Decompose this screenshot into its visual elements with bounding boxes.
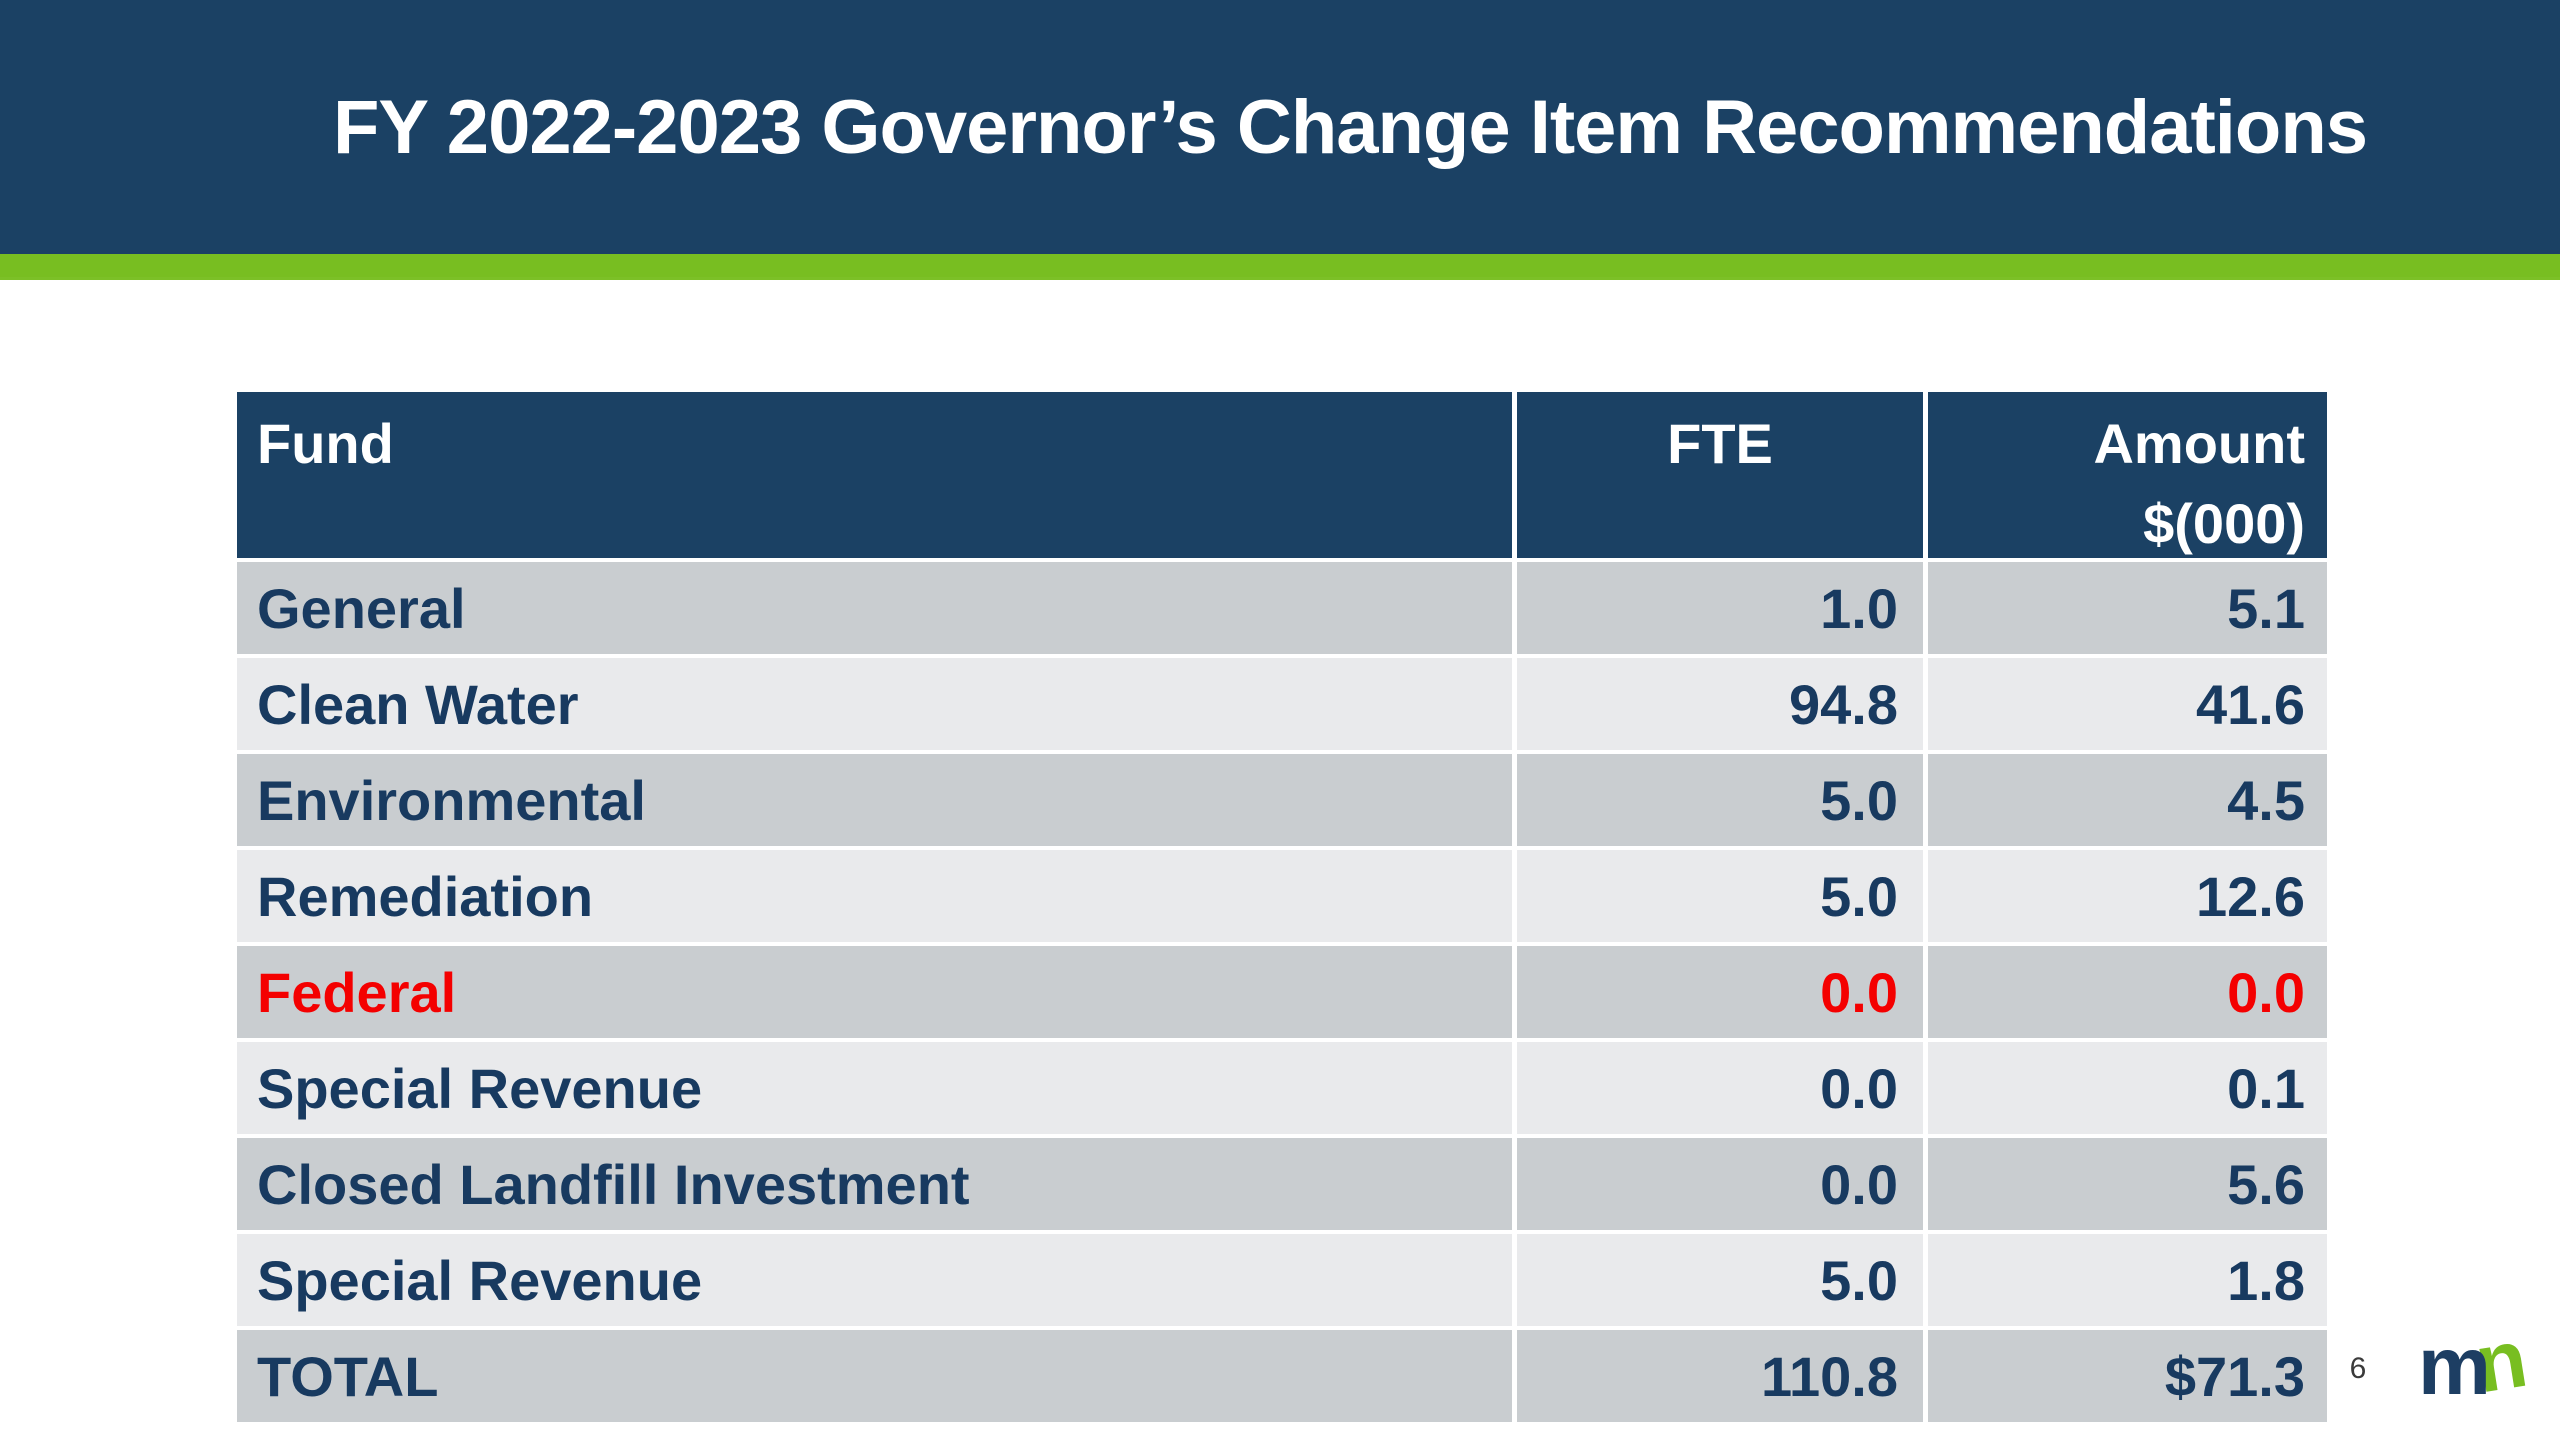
row-special-revenue-1-fte: 0.0 bbox=[1517, 1042, 1923, 1134]
mn-logo-letter-m: m bbox=[2418, 1321, 2491, 1412]
green-accent-stripe bbox=[0, 254, 2560, 280]
page-number: 6 bbox=[2349, 1352, 2367, 1385]
row-special-revenue-2-fund: Special Revenue bbox=[237, 1234, 1512, 1326]
column-header-amount: Amount $(000) bbox=[1928, 392, 2327, 558]
row-federal-fund: Federal bbox=[237, 946, 1512, 1038]
row-environmental-fte: 5.0 bbox=[1517, 754, 1923, 846]
row-closed-landfill-fte: 0.0 bbox=[1517, 1138, 1923, 1230]
funds-table: Fund FTE Amount $(000) General 1.0 5.1 C… bbox=[237, 392, 2327, 1422]
row-total-fund: TOTAL bbox=[237, 1330, 1512, 1422]
row-federal-amount: 0.0 bbox=[1928, 946, 2327, 1038]
row-general-fund: General bbox=[237, 562, 1512, 654]
row-clean-water-fund: Clean Water bbox=[237, 658, 1512, 750]
row-closed-landfill-amount: 5.6 bbox=[1928, 1138, 2327, 1230]
row-general-amount: 5.1 bbox=[1928, 562, 2327, 654]
column-header-amount-sublabel: $(000) bbox=[2143, 492, 2305, 555]
row-remediation-amount: 12.6 bbox=[1928, 850, 2327, 942]
column-header-amount-label: Amount bbox=[2093, 412, 2305, 475]
row-clean-water-amount: 41.6 bbox=[1928, 658, 2327, 750]
slide-title: FY 2022-2023 Governor’s Change Item Reco… bbox=[332, 84, 2368, 170]
row-remediation-fte: 5.0 bbox=[1517, 850, 1923, 942]
row-special-revenue-1-fund: Special Revenue bbox=[237, 1042, 1512, 1134]
row-general-fte: 1.0 bbox=[1517, 562, 1923, 654]
row-clean-water-fte: 94.8 bbox=[1517, 658, 1923, 750]
row-environmental-amount: 4.5 bbox=[1928, 754, 2327, 846]
row-special-revenue-2-amount: 1.8 bbox=[1928, 1234, 2327, 1326]
row-closed-landfill-fund: Closed Landfill Investment bbox=[237, 1138, 1512, 1230]
row-environmental-fund: Environmental bbox=[237, 754, 1512, 846]
column-header-fte: FTE bbox=[1517, 392, 1923, 558]
row-total-amount: $71.3 bbox=[1928, 1330, 2327, 1422]
column-header-fund: Fund bbox=[237, 392, 1512, 558]
row-remediation-fund: Remediation bbox=[237, 850, 1512, 942]
mn-logo: mn bbox=[2418, 1313, 2533, 1411]
row-special-revenue-1-amount: 0.1 bbox=[1928, 1042, 2327, 1134]
title-banner: FY 2022-2023 Governor’s Change Item Reco… bbox=[0, 0, 2560, 254]
row-total-fte: 110.8 bbox=[1517, 1330, 1923, 1422]
row-special-revenue-2-fte: 5.0 bbox=[1517, 1234, 1923, 1326]
row-federal-fte: 0.0 bbox=[1517, 946, 1923, 1038]
